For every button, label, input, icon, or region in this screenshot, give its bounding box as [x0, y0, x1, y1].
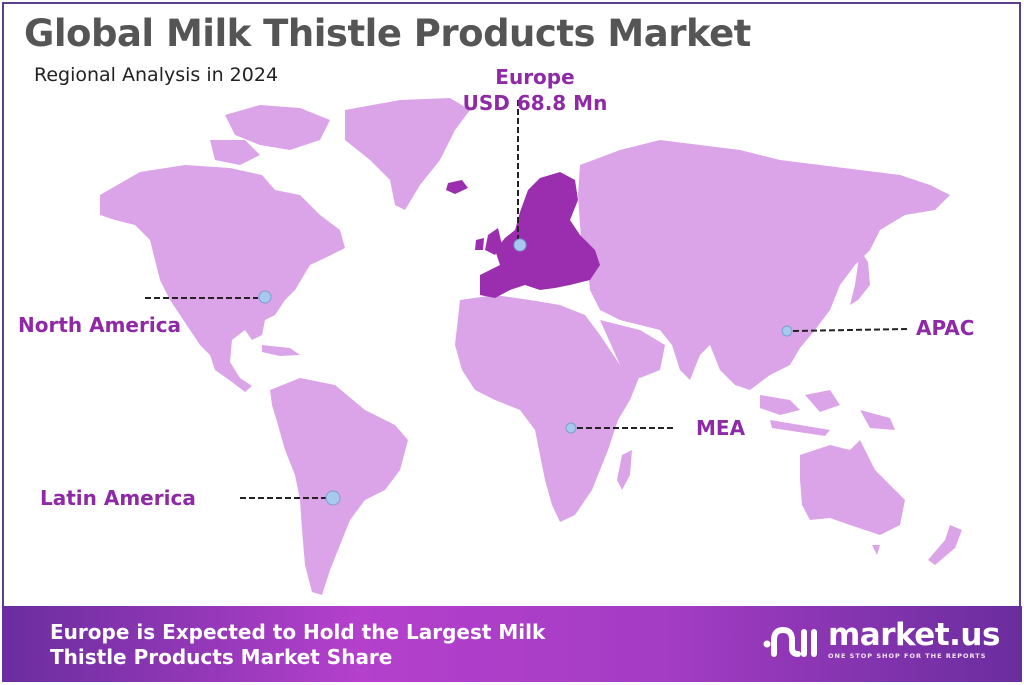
- australia: [800, 440, 905, 535]
- iceland: [446, 180, 468, 194]
- market-us-logo-icon: [763, 626, 817, 657]
- footer-banner: Europe is Expected to Hold the Largest M…: [2, 606, 1022, 682]
- south-america: [270, 378, 408, 595]
- marker-latin-america[interactable]: [325, 490, 341, 506]
- region-label-apac: APAC: [916, 316, 975, 340]
- marker-mea[interactable]: [565, 422, 577, 434]
- world-map: [100, 98, 962, 595]
- marker-europe[interactable]: [513, 238, 527, 252]
- greenland: [345, 98, 470, 210]
- region-label-latin-america: Latin America: [40, 486, 196, 510]
- brand-text: market.us ONE STOP SHOP FOR THE REPORTS: [828, 617, 1000, 661]
- europe-value: USD 68.8 Mn: [462, 91, 608, 115]
- brand-name: market.us: [828, 617, 1000, 653]
- africa: [455, 295, 640, 522]
- ireland: [475, 238, 484, 250]
- region-label-europe: Europe USD 68.8 Mn: [450, 64, 620, 116]
- marker-apac[interactable]: [781, 325, 793, 337]
- asia: [578, 140, 950, 390]
- land-masses: [100, 98, 962, 595]
- north-america: [100, 165, 345, 392]
- brand-logo[interactable]: market.us ONE STOP SHOP FOR THE REPORTS: [762, 620, 1000, 660]
- marker-north-america[interactable]: [258, 290, 272, 304]
- europe-highlight: [446, 172, 600, 298]
- page-subtitle: Regional Analysis in 2024: [34, 64, 279, 86]
- europe: [480, 172, 600, 298]
- region-label-north-america: North America: [18, 313, 182, 337]
- page-title: Global Milk Thistle Products Market: [24, 12, 751, 55]
- uk: [485, 228, 502, 255]
- region-label-mea: MEA: [696, 416, 746, 440]
- europe-name: Europe: [495, 65, 575, 89]
- footer-headline: Europe is Expected to Hold the Largest M…: [50, 620, 546, 669]
- region-markers: [258, 238, 793, 506]
- leader-lines: [145, 100, 909, 499]
- brand-tagline: ONE STOP SHOP FOR THE REPORTS: [828, 652, 987, 660]
